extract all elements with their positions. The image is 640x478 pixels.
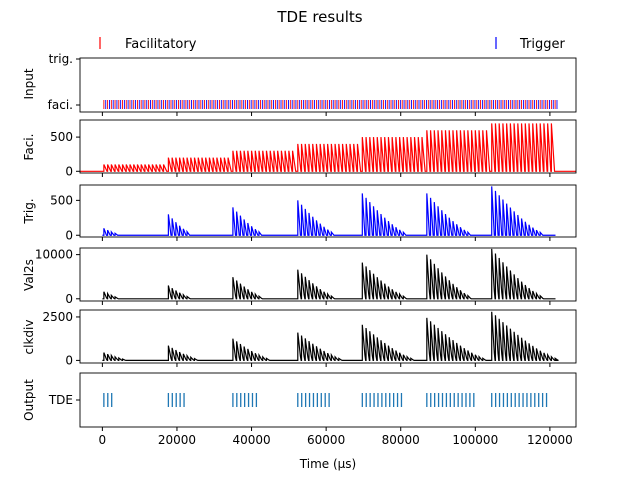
panel-input-plot (103, 100, 558, 109)
panel-output: Output TDE 0 20000 40000 60000 80000 100000 1200… (22, 372, 577, 447)
x-tick-label: 120000 (527, 433, 573, 447)
panel-faci-plot (80, 123, 576, 172)
y-tick-label: faci. (48, 98, 73, 112)
panel-input-frame (79, 57, 577, 113)
panel-trig: Trig. 0 500 (22, 184, 577, 242)
x-tick-label: 0 (99, 433, 107, 447)
panel-output-plot (103, 393, 548, 407)
x-tick-label: 100000 (452, 433, 498, 447)
y-tick-label: 0 (65, 228, 73, 242)
y-tick-label: trig. (49, 52, 73, 66)
panel-input-ylabel: Input (22, 68, 36, 99)
panel-faci: Faci. 0 500 (22, 119, 577, 178)
panel-val2s-ylabel: Val2s (22, 259, 36, 291)
y-tick-label: 10000 (35, 248, 73, 262)
panel-clkdiv-frame (79, 309, 577, 364)
x-tick-label: 20000 (158, 433, 196, 447)
panel-clkdiv: clkdiv 0 2500 (22, 309, 577, 367)
y-tick-label: 500 (50, 130, 73, 144)
legend: Facilitatory Trigger (99, 37, 565, 52)
val2s-trace (102, 248, 556, 300)
y-tick-label: 2500 (42, 310, 73, 324)
panel-trig-frame (79, 184, 577, 238)
panel-output-frame (79, 372, 577, 428)
panel-val2s-plot (102, 248, 556, 300)
panels: Input faci. trig. Faci. 0 500 Trig. 0 500 Val2s 0 1… (22, 52, 577, 447)
legend-trigger-label: Trigger (519, 37, 565, 52)
clkdiv-trace (102, 311, 559, 361)
x-axis-label: Time (μs) (299, 457, 356, 471)
x-tick-label: 60000 (307, 433, 345, 447)
panel-trig-plot (102, 186, 556, 236)
panel-trig-ylabel: Trig. (22, 198, 36, 224)
faci-trace (80, 123, 576, 172)
panel-output-ylabel: Output (22, 379, 36, 421)
panel-clkdiv-ylabel: clkdiv (22, 320, 36, 355)
y-tick-label: TDE (48, 393, 73, 407)
x-tick-label: 40000 (232, 433, 270, 447)
y-tick-label: 0 (65, 353, 73, 367)
y-tick-label: 0 (65, 292, 73, 306)
panel-val2s: Val2s 0 10000 (22, 247, 577, 306)
legend-facilitatory-label: Facilitatory (125, 37, 197, 52)
chart-title: TDE results (276, 8, 362, 26)
panel-faci-frame (79, 119, 577, 174)
panel-clkdiv-plot (102, 311, 559, 361)
y-tick-label: 0 (65, 164, 73, 178)
trig-trace (102, 186, 556, 236)
x-tick-label: 80000 (382, 433, 420, 447)
panel-input: Input faci. trig. (22, 52, 577, 116)
panel-val2s-frame (79, 247, 577, 302)
panel-faci-ylabel: Faci. (22, 134, 36, 161)
y-tick-label: 500 (50, 193, 73, 207)
